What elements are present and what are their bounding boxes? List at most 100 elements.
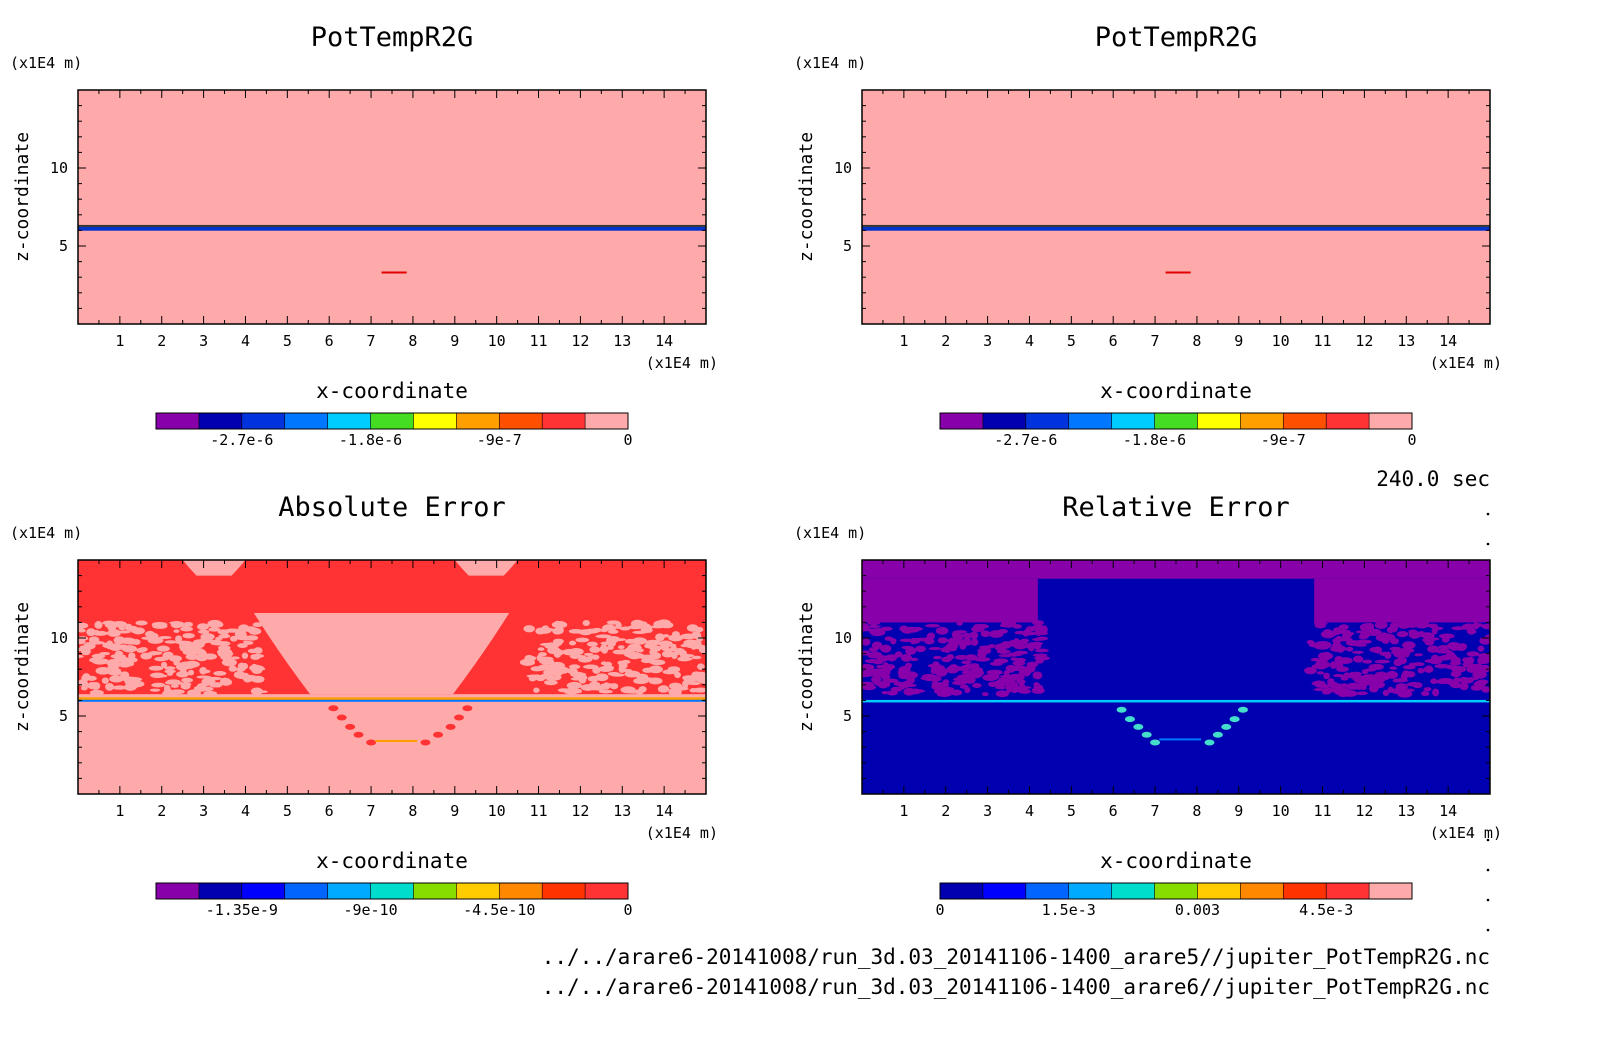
speckle-cell (1316, 659, 1326, 666)
speckle-cell (1438, 644, 1451, 650)
speckle-cell (954, 655, 969, 660)
speckle-cell (1033, 682, 1040, 687)
speckle-cell (1342, 632, 1351, 640)
speckle-cell (1314, 623, 1327, 629)
speckle-cell (1345, 646, 1354, 652)
speckle-cell (241, 652, 249, 659)
speckle-cell (156, 645, 170, 652)
speckle-cell (1335, 635, 1344, 643)
speckle-cell (1485, 634, 1490, 640)
speckle-cell (1012, 638, 1021, 646)
speckle-cell (1029, 665, 1036, 673)
y-tick-label: 10 (50, 159, 68, 177)
axis-ticks (77, 89, 707, 325)
heatmap-dot (1150, 739, 1161, 746)
x-tick-label: 3 (199, 332, 208, 350)
speckle-cell (956, 674, 973, 682)
heatmap-dot (353, 731, 364, 738)
speckle-cell (1356, 691, 1368, 696)
speckle-cell (109, 675, 124, 683)
colorbar-tick-label: -9e-7 (477, 431, 522, 449)
speckle-cell (89, 689, 104, 696)
speckle-cell (109, 658, 125, 663)
speckle-cell (661, 650, 674, 658)
speckle-cell (107, 625, 117, 631)
x-tick-label: 3 (983, 332, 992, 350)
speckle-cell (680, 633, 697, 640)
heatmap-field (862, 560, 1490, 794)
speckle-cell (617, 645, 625, 650)
speckle-cell (209, 639, 223, 646)
speckle-cell (551, 621, 568, 629)
speckle-cell (125, 680, 133, 686)
speckle-cell (173, 629, 180, 633)
speckle-cell (1456, 646, 1466, 652)
speckle-cell (537, 628, 552, 634)
speckle-cell (201, 669, 211, 674)
speckle-cell (1026, 661, 1039, 668)
x-tick-label: 6 (325, 332, 334, 350)
speckle-cell (893, 681, 904, 686)
colorbar-tick-label: 0 (935, 901, 944, 919)
y-axis-label: z-coordinate (12, 132, 33, 262)
speckle-cell (1396, 631, 1409, 638)
speckle-cell (973, 623, 988, 628)
x-tick-label: 7 (367, 802, 376, 820)
speckle-cell (544, 642, 559, 650)
heatmap-dot (1124, 716, 1135, 723)
speckle-cell (887, 655, 897, 662)
speckle-cell (537, 647, 545, 651)
x-tick-label: 11 (530, 332, 548, 350)
speckle-cell (1370, 676, 1385, 684)
speckle-cell (140, 652, 153, 660)
speckle-cell (862, 638, 871, 646)
speckle-cell (1014, 630, 1027, 635)
speckle-cell (924, 638, 935, 645)
colorbar-tick-label: -9e-10 (343, 901, 397, 919)
speckle-cell (164, 640, 177, 644)
speckle-cell (555, 626, 564, 635)
speckle-cell (655, 633, 665, 642)
speckle-cell (1396, 688, 1411, 697)
speckle-cell (170, 684, 179, 688)
x-tick-label: 8 (1192, 332, 1201, 350)
speckle-cell (903, 687, 916, 696)
speckle-cell (252, 622, 263, 628)
margin-dot (1486, 838, 1490, 842)
chart-title: Absolute Error (278, 492, 506, 523)
heatmap-blob (182, 560, 246, 576)
speckle-cell (221, 658, 237, 667)
speckle-cell (94, 658, 105, 663)
heatmap-background (862, 90, 1490, 324)
colorbar-swatch (542, 413, 586, 429)
speckle-cell (911, 638, 926, 642)
speckle-cell (118, 662, 131, 668)
speckle-cell (128, 652, 136, 660)
colorbar-tick-label: -9e-7 (1261, 431, 1306, 449)
x-tick-label: 5 (283, 332, 292, 350)
speckle-cell (107, 629, 121, 637)
speckle-cell (668, 682, 683, 690)
x-tick-label: 2 (157, 802, 166, 820)
x-tick-label: 13 (613, 332, 631, 350)
speckle-cell (230, 656, 240, 660)
speckle-cell (633, 677, 648, 684)
x-tick-label: 14 (655, 802, 673, 820)
speckle-cell (635, 648, 644, 653)
speckle-cell (982, 674, 999, 681)
colorbar-swatch (198, 413, 243, 429)
speckle-cell (612, 649, 624, 655)
speckle-cell (884, 636, 893, 641)
speckle-cell (598, 689, 613, 694)
chart-panel-3: Absolute Error(x1E4 m)1 2 3 4 5 6 7 8 9 10 11 12 13 1… (10, 492, 718, 919)
speckle-cell (609, 683, 619, 690)
colorbar-swatch (499, 413, 543, 429)
x-unit-label: (x1E4 m) (646, 354, 718, 372)
speckle-cell (187, 689, 201, 697)
speckle-cell (1466, 666, 1478, 673)
speckle-cell (981, 692, 989, 697)
speckle-cell (244, 641, 254, 645)
speckle-cell (1402, 665, 1416, 670)
colorbar-swatch (940, 413, 984, 429)
